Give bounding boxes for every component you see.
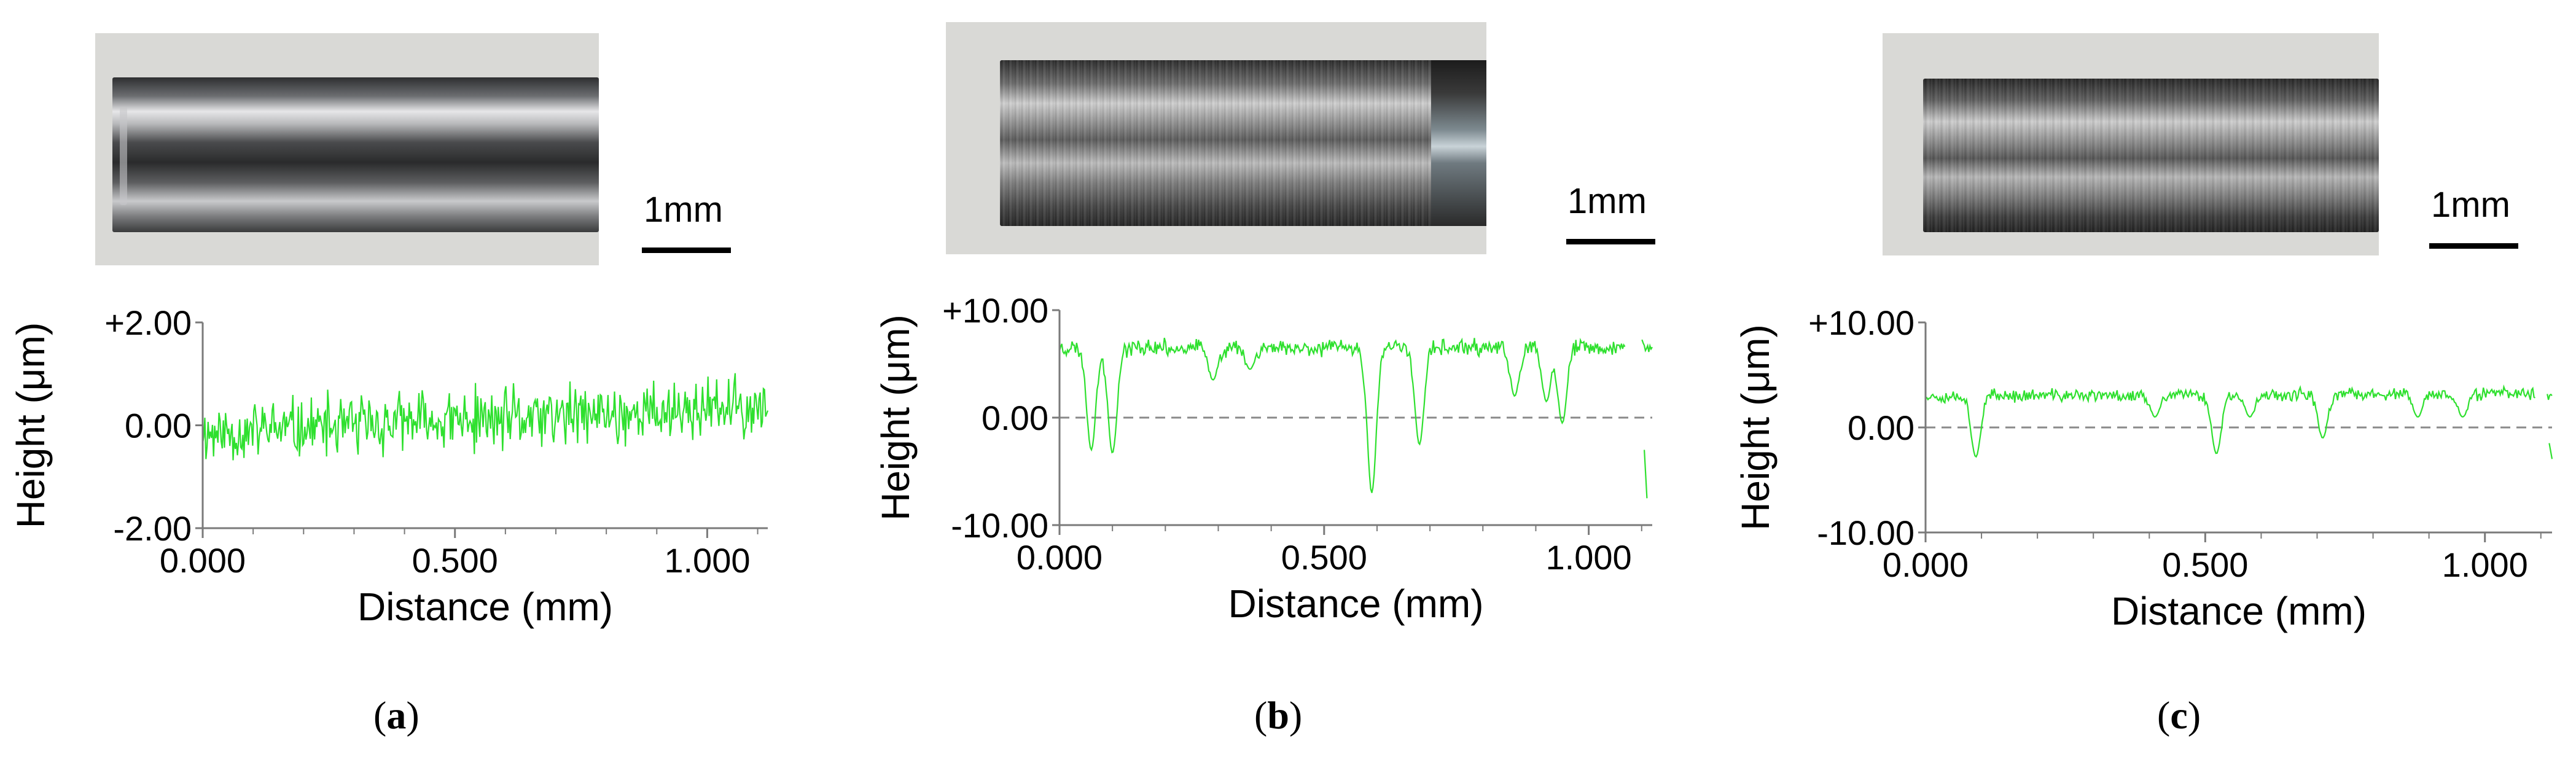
scale-bar-label-c: 1mm: [2431, 185, 2510, 225]
caption-letter-b: b: [1267, 693, 1289, 737]
rod-photo-a: [95, 33, 599, 265]
rod-image-c: [1923, 79, 2379, 232]
scale-bar-label-b: 1mm: [1567, 181, 1647, 221]
caption-close-b: ): [1289, 693, 1303, 737]
x-tick-label-b-1: 0.500: [1281, 538, 1367, 577]
scale-bar-a: [642, 248, 731, 253]
profile-series-line-a: [201, 373, 769, 461]
y-tick-label-b-0: +10.00: [942, 291, 1048, 330]
rod-image-b: [1000, 60, 1486, 226]
caption-letter-c: c: [2170, 693, 2188, 737]
y-tick-label-c-0: +10.00: [1808, 303, 1914, 342]
rod-end-band-b: [1431, 60, 1486, 226]
rod-image-a: [112, 77, 599, 232]
y-axis-label-c: Height (μm): [1733, 324, 1778, 531]
panel-c: 1mm +10.00 0.00 -10.00 0.000 0.500 1.000 Dista…: [1720, 0, 2576, 764]
caption-open-c: (: [2157, 693, 2171, 737]
caption-b: (b): [1254, 693, 1302, 738]
panel-a: 1mm +2.00 0.00 -2.00 0.000 0.500 1.000 Distanc…: [0, 0, 860, 764]
y-tick-label-a-2: -2.00: [113, 509, 192, 548]
x-axis-label-b: Distance (mm): [1228, 582, 1483, 626]
profile-chart-c: +10.00 0.00 -10.000.000 0.500 1.000 Distance …: [1733, 303, 2553, 633]
x-axis-label-c: Distance (mm): [2111, 589, 2367, 633]
profile-series-line-b: [1058, 337, 1653, 499]
y-tick-label-c-1: 0.00: [1848, 408, 1914, 447]
scale-bar-b: [1566, 239, 1655, 244]
caption-a: (a): [373, 693, 420, 738]
scale-bar-c: [2429, 243, 2518, 249]
y-tick-label-c-2: -10.00: [1817, 513, 1914, 552]
caption-c: (c): [2157, 693, 2201, 738]
x-tick-label-a-1: 0.500: [412, 541, 498, 580]
caption-letter-a: a: [386, 693, 407, 737]
x-tick-label-c-0: 0.000: [1883, 545, 1969, 584]
panel-b: 1mm +10.00 0.00 -10.00 0.000 0.500 1.000 Dista…: [860, 0, 1720, 764]
y-tick-label-a-0: +2.00: [104, 303, 192, 342]
profile-series-line-c: [1925, 384, 2553, 459]
y-tick-label-a-1: 0.00: [125, 407, 192, 445]
rod-photo-c: [1883, 33, 2379, 255]
y-tick-label-b-2: -10.00: [951, 506, 1048, 545]
profile-chart-a: +2.00 0.00 -2.000.000 0.500 1.000 Distance (m…: [9, 303, 769, 629]
scale-bar-label-a: 1mm: [644, 190, 723, 230]
y-tick-label-b-1: 0.00: [982, 399, 1048, 437]
x-tick-label-a-2: 1.000: [664, 541, 750, 580]
x-tick-label-b-0: 0.000: [1017, 538, 1103, 577]
x-axis-label-a: Distance (mm): [357, 585, 613, 629]
x-tick-label-b-2: 1.000: [1546, 538, 1632, 577]
rod-photo-b: [946, 22, 1486, 254]
caption-open-b: (: [1254, 693, 1268, 737]
y-axis-label-b: Height (μm): [873, 314, 918, 521]
caption-close-c: ): [2187, 693, 2201, 737]
profile-chart-b: +10.00 0.00 -10.000.000 0.500 1.000 Distance …: [873, 291, 1653, 626]
x-tick-label-c-2: 1.000: [2442, 545, 2528, 584]
x-tick-label-c-1: 0.500: [2162, 545, 2248, 584]
x-tick-label-a-0: 0.000: [160, 541, 246, 580]
rod-rim-a: [120, 107, 127, 205]
caption-close-a: ): [406, 693, 420, 737]
caption-open-a: (: [373, 693, 387, 737]
y-axis-label-a: Height (μm): [9, 322, 53, 529]
